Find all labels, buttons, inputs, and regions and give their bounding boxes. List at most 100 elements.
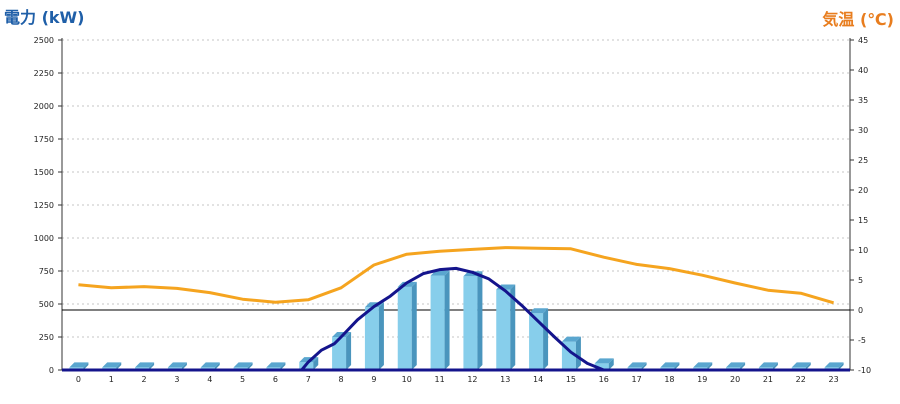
x-tick-label: 22: [796, 375, 806, 384]
right-axis-title: 気温 (℃): [822, 10, 894, 29]
x-tick-label: 2: [142, 375, 147, 384]
right-tick-label: -5: [858, 336, 866, 345]
right-tick-label: 20: [858, 186, 868, 195]
left-tick-label: 500: [39, 300, 54, 309]
bar-side: [346, 332, 352, 370]
bar-side: [378, 302, 384, 370]
x-tick-label: 5: [240, 375, 245, 384]
x-tick-label: 4: [207, 375, 212, 384]
bar: [397, 281, 417, 370]
left-tick-label: 2250: [34, 69, 54, 78]
left-tick-label: 0: [49, 366, 54, 375]
bar-top: [529, 308, 549, 314]
bar-side: [608, 358, 614, 370]
bar-front: [463, 276, 478, 370]
right-tick-label: 30: [858, 126, 868, 135]
right-tick-label: 10: [858, 246, 868, 255]
power-line: [300, 266, 605, 372]
bar: [463, 271, 483, 370]
bar-top: [791, 362, 811, 368]
bar-top: [824, 362, 844, 368]
x-tick-label: 21: [763, 375, 773, 384]
bar-side: [674, 362, 680, 370]
bar-side: [444, 270, 450, 370]
x-tick-label: 11: [434, 375, 444, 384]
bar-top: [135, 362, 155, 368]
bar-side: [247, 362, 253, 370]
bar-side: [575, 336, 581, 370]
bar: [364, 302, 384, 370]
bar-front: [496, 289, 511, 370]
x-tick-label: 12: [467, 375, 477, 384]
x-tick-label: 9: [371, 375, 376, 384]
x-tick-label: 15: [566, 375, 576, 384]
right-tick-label: 15: [858, 216, 868, 225]
bar-side: [313, 357, 319, 370]
x-tick-label: 10: [402, 375, 412, 384]
bar-top: [758, 362, 778, 368]
right-tick-label: 35: [858, 96, 868, 105]
bar-side: [280, 362, 286, 370]
right-tick-label: 25: [858, 156, 868, 165]
left-tick-label: 1750: [34, 135, 54, 144]
bar-top: [627, 362, 647, 368]
bar-side: [149, 362, 155, 370]
bar-side: [477, 271, 483, 370]
left-tick-label: 2000: [34, 102, 54, 111]
bar-top: [594, 358, 614, 364]
x-tick-label: 16: [599, 375, 609, 384]
bar-front: [594, 363, 609, 370]
bar-side: [772, 362, 778, 370]
x-tick-label: 17: [631, 375, 641, 384]
bar-side: [510, 284, 516, 370]
left-tick-label: 1250: [34, 201, 54, 210]
bar-top: [200, 362, 220, 368]
right-tick-label: 40: [858, 66, 868, 75]
left-tick-label: 750: [39, 267, 54, 276]
bar-side: [214, 362, 220, 370]
x-tick-label: 6: [273, 375, 278, 384]
x-tick-label: 8: [339, 375, 344, 384]
bar-top: [69, 362, 89, 368]
bar-front: [430, 275, 445, 370]
bar-top: [167, 362, 187, 368]
bar-front: [364, 307, 379, 370]
bar-side: [116, 362, 122, 370]
bar-top: [102, 362, 122, 368]
x-tick-label: 7: [306, 375, 311, 384]
temperature-line: [78, 246, 835, 305]
right-tick-label: -10: [858, 366, 871, 375]
x-tick-label: 18: [664, 375, 674, 384]
x-tick-label: 23: [828, 375, 838, 384]
bar-side: [411, 281, 417, 370]
bar-side: [707, 362, 713, 370]
left-axis-title: 電力 (kW): [4, 8, 85, 27]
left-tick-label: 250: [39, 333, 54, 342]
x-tick-label: 20: [730, 375, 740, 384]
left-tick-label: 2500: [34, 36, 54, 45]
bar: [496, 284, 516, 370]
bar-side: [641, 362, 647, 370]
left-tick-label: 1000: [34, 234, 54, 243]
bar-top: [233, 362, 253, 368]
bar-top: [693, 362, 713, 368]
bar-side: [838, 362, 844, 370]
bar-top: [266, 362, 286, 368]
bar-side: [181, 362, 187, 370]
bar-top: [660, 362, 680, 368]
bar: [529, 308, 549, 370]
bar: [594, 358, 614, 370]
x-tick-label: 14: [533, 375, 543, 384]
x-tick-label: 1: [109, 375, 114, 384]
x-tick-label: 13: [500, 375, 510, 384]
bar-front: [529, 313, 544, 370]
bar-top: [561, 336, 581, 342]
bar-front: [397, 286, 412, 370]
x-tick-label: 3: [174, 375, 179, 384]
x-tick-label: 19: [697, 375, 707, 384]
bar-side: [805, 362, 811, 370]
bar-top: [726, 362, 746, 368]
bar-side: [83, 362, 89, 370]
